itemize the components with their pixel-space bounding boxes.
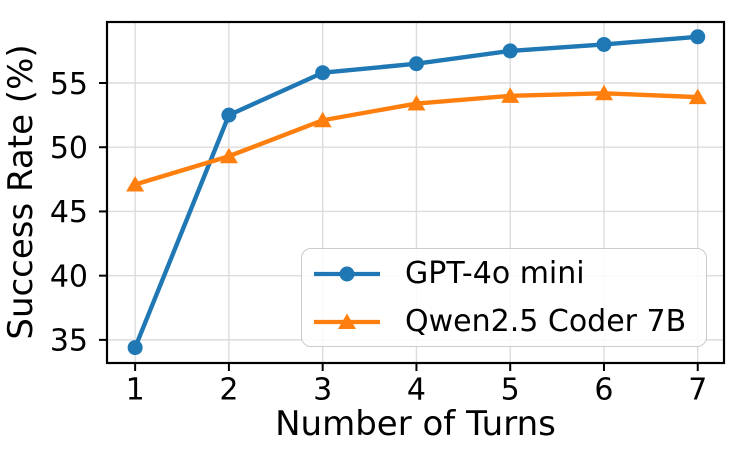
legend: GPT-4o mini Qwen2.5 Coder 7B bbox=[301, 248, 707, 347]
data-point-circle bbox=[596, 36, 612, 52]
legend-sample-triangle bbox=[338, 313, 356, 329]
y-tick-label: 45 bbox=[50, 195, 88, 230]
data-point-triangle bbox=[126, 175, 145, 192]
legend-item-qwen25-coder-7b: Qwen2.5 Coder 7B bbox=[312, 298, 706, 346]
data-point-circle bbox=[127, 340, 143, 356]
data-point-triangle bbox=[407, 95, 426, 111]
legend-label-gpt-4o-mini: GPT-4o mini bbox=[405, 256, 585, 291]
x-tick-label: 4 bbox=[407, 373, 426, 408]
legend-sample-circle bbox=[339, 266, 355, 282]
x-tick-label: 6 bbox=[594, 373, 613, 408]
data-point-circle bbox=[690, 29, 706, 45]
y-axis-title: Success Rate (%) bbox=[1, 44, 41, 340]
x-tick-label: 3 bbox=[313, 373, 332, 408]
x-tick-label: 5 bbox=[501, 373, 520, 408]
x-tick-label: 1 bbox=[126, 373, 145, 408]
x-tick-label: 2 bbox=[219, 373, 238, 408]
legend-triangle-marker-icon bbox=[314, 313, 380, 329]
x-tick-label: 7 bbox=[688, 373, 707, 408]
data-point-circle bbox=[315, 65, 331, 81]
data-point-circle bbox=[408, 56, 424, 72]
legend-circle-marker-icon bbox=[314, 266, 380, 282]
data-point-triangle bbox=[688, 88, 707, 105]
y-tick-label: 35 bbox=[50, 324, 88, 359]
legend-item-gpt-4o-mini: GPT-4o mini bbox=[312, 250, 706, 298]
data-point-triangle bbox=[219, 147, 238, 164]
y-tick-label: 55 bbox=[50, 67, 88, 102]
y-tick-label: 40 bbox=[50, 259, 88, 294]
data-point-triangle bbox=[313, 111, 332, 128]
data-point-circle bbox=[221, 107, 237, 123]
y-tick-label: 50 bbox=[50, 131, 88, 166]
legend-label-qwen25-coder-7b: Qwen2.5 Coder 7B bbox=[405, 304, 687, 339]
data-point-triangle bbox=[501, 87, 520, 103]
data-point-triangle bbox=[594, 84, 613, 101]
data-point-circle bbox=[502, 43, 518, 59]
x-axis-title: Number of Turns bbox=[275, 404, 556, 444]
